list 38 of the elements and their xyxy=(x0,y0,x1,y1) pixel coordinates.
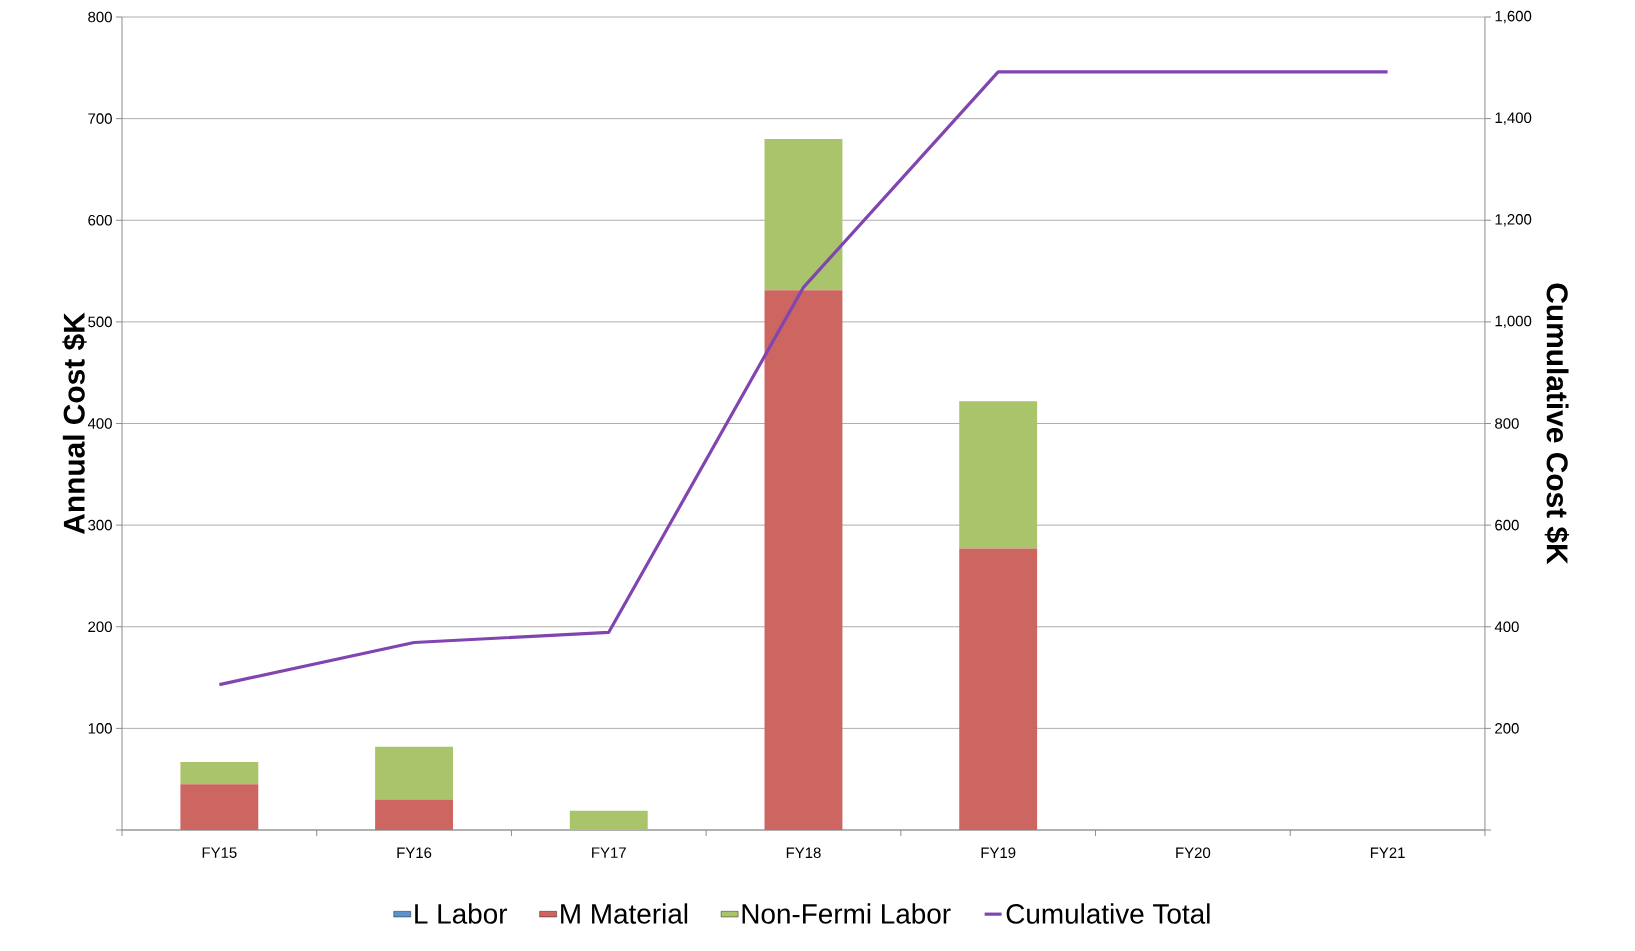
x-tick-label: FY19 xyxy=(981,847,1016,859)
bar xyxy=(180,784,259,830)
y-axis-title: Annual Cost $K xyxy=(62,312,87,535)
bar xyxy=(180,761,259,785)
y2-tick-label: 1,600 xyxy=(1495,10,1532,24)
y-tick-label: 400 xyxy=(87,418,112,429)
y-tick-label: 100 xyxy=(88,723,112,734)
y2-axis-title: Cumulative Cost $K xyxy=(1544,283,1570,565)
y2-tick-label: 600 xyxy=(1495,519,1519,531)
legend-label: Non-Fermi Labor xyxy=(742,903,951,924)
legend-label: Cumulative Total xyxy=(1006,903,1210,924)
y-tick-label: 700 xyxy=(88,113,112,124)
y2-tick-label: 800 xyxy=(1495,418,1519,429)
y2-tick-label: 1,200 xyxy=(1495,214,1532,227)
legend-label: L Labor xyxy=(415,903,508,924)
x-tick-label: FY21 xyxy=(1370,847,1405,858)
bar xyxy=(569,810,648,830)
x-tick-label: FY20 xyxy=(1176,847,1211,859)
x-tick-label: FY18 xyxy=(786,847,821,859)
y2-tick-label: 1,400 xyxy=(1495,112,1532,125)
y-tick-label: 600 xyxy=(88,214,112,226)
y-tick-label: 800 xyxy=(88,11,112,23)
bar xyxy=(764,290,843,830)
y2-tick-label: 1,000 xyxy=(1495,315,1532,329)
y-tick-label: 200 xyxy=(88,621,112,633)
y2-tick-label: 200 xyxy=(1495,723,1519,734)
x-tick-label: FY16 xyxy=(397,847,432,859)
bar xyxy=(959,401,1038,549)
y-tick-label: 500 xyxy=(88,316,112,328)
bar xyxy=(764,138,843,291)
bar xyxy=(375,799,453,830)
x-tick-label: FY17 xyxy=(592,847,626,858)
y2-tick-label: 400 xyxy=(1494,621,1519,633)
y-tick-label: 300 xyxy=(88,519,112,531)
bar xyxy=(959,548,1038,830)
legend-label: M Material xyxy=(561,903,688,924)
x-tick-label: FY15 xyxy=(202,847,237,858)
bar xyxy=(375,746,453,800)
